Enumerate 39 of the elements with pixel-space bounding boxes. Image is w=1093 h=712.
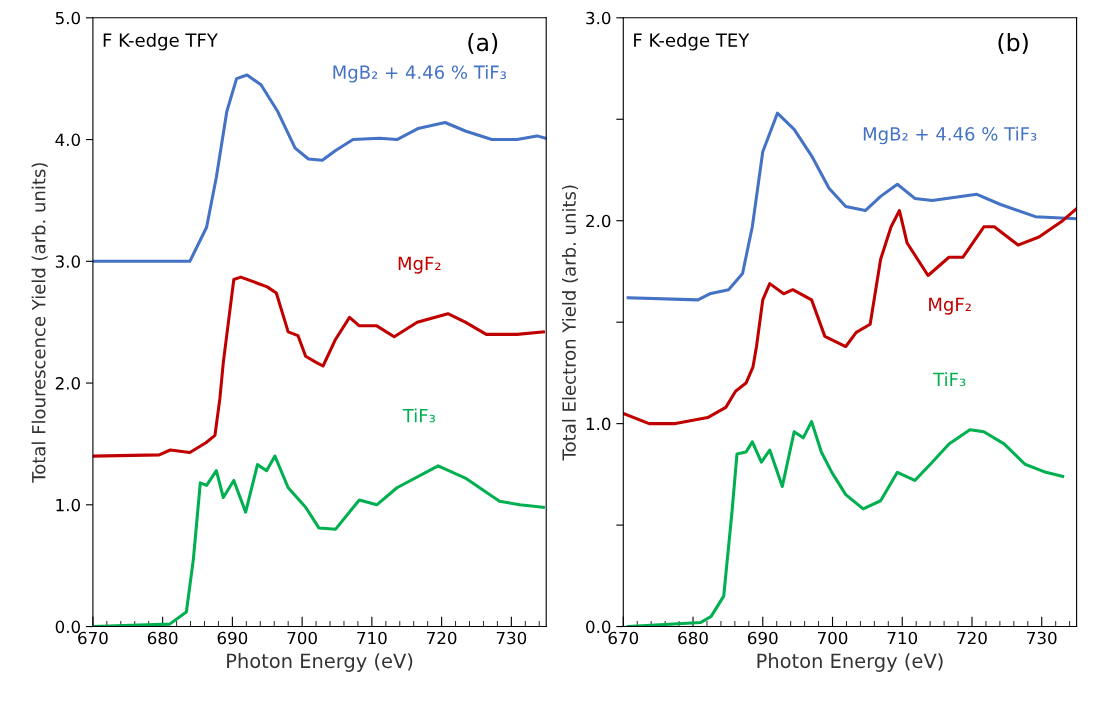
y-tick-label: 0.0 xyxy=(55,620,80,634)
annotation: (a) xyxy=(468,33,498,55)
x-tick-label: 700 xyxy=(287,631,317,645)
y-tick-label: 1.0 xyxy=(56,498,80,512)
x-axis-title: Photon Energy (eV) xyxy=(757,653,943,672)
text: MgB₂ + 4.46 % TiF₃ xyxy=(863,126,1037,145)
x-tick-label: 680 xyxy=(678,631,708,645)
text: F K-edge TEY xyxy=(634,33,750,51)
x-tick-label: 720 xyxy=(957,631,987,645)
y-axis-title: Total Electron Yield (arb. units) xyxy=(561,185,579,461)
y-tick-label: 3.0 xyxy=(586,11,611,25)
y-tick-label: 2.0 xyxy=(55,377,80,390)
x-tick-label: 710 xyxy=(887,631,918,645)
x-tick-label: 730 xyxy=(1027,631,1057,645)
y-tick-label: 4.0 xyxy=(55,133,80,147)
line-series xyxy=(92,275,545,458)
x-tick-label: 690 xyxy=(217,631,248,645)
x-tick-label: 670 xyxy=(78,631,108,645)
x-tick-label: 700 xyxy=(817,631,848,645)
x-tick-label: 720 xyxy=(427,631,457,645)
y-tick-label: 2.0 xyxy=(586,214,611,228)
line-series xyxy=(623,207,1077,426)
text: TiF₃ xyxy=(402,408,435,423)
text: F K-edge TFY xyxy=(103,33,218,51)
x-tick-label: 690 xyxy=(748,631,778,645)
x-tick-label: 730 xyxy=(496,631,527,645)
annotation: (b) xyxy=(998,33,1028,55)
y-tick-label: 3.0 xyxy=(55,255,80,268)
x-tick-label: 680 xyxy=(147,631,178,645)
x-tick-label: 710 xyxy=(357,631,387,645)
y-axis-title: Total Flourescence Yield (arb. units) xyxy=(31,163,48,483)
text: TiF₃ xyxy=(933,372,966,387)
y-tick-label: 1.0 xyxy=(586,417,611,431)
x-axis-title: Photon Energy (eV) xyxy=(227,653,413,672)
y-tick-label: 5.0 xyxy=(55,11,80,25)
series-label: MgF₂ xyxy=(929,297,971,315)
line-series xyxy=(626,420,1065,627)
text: MgB₂ + 4.46 % TiF₃ xyxy=(333,65,506,83)
text: MgF₂ xyxy=(398,256,441,274)
